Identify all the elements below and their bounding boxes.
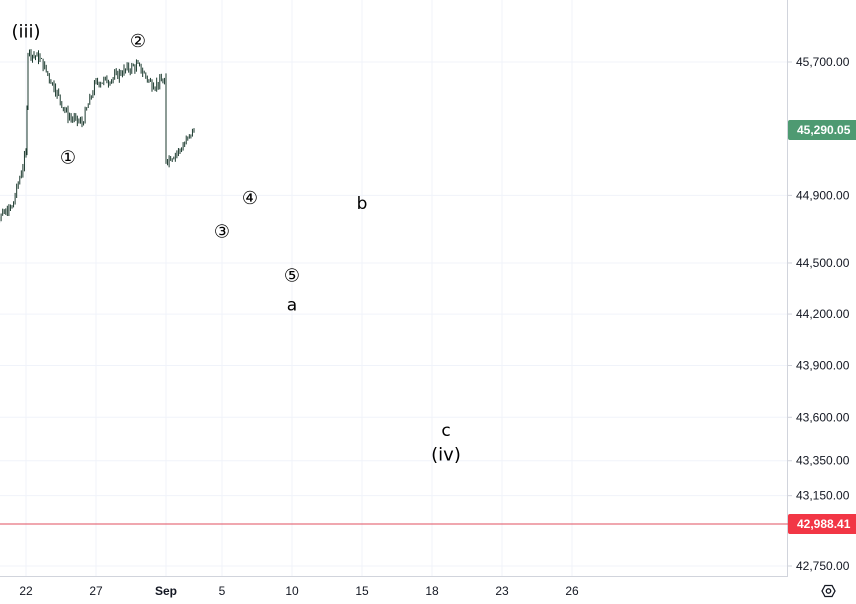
gear-icon-center (825, 588, 832, 594)
wave-label: c (441, 421, 450, 441)
price-candles (0, 49, 195, 223)
wave-label: b (357, 194, 368, 214)
wave-label: ① (60, 147, 76, 168)
time-tick-label: 23 (495, 584, 509, 598)
level-price-tag-bg (788, 513, 856, 534)
price-tick-label: 45,700.00 (796, 55, 850, 69)
price-tick-label: 43,150.00 (796, 489, 850, 503)
wave-annotations: (iii) ① ② ③④ ⑤ a b c (iv) (11, 21, 460, 465)
price-tick-label: 43,350.00 (796, 454, 850, 468)
price-tick-label: 44,500.00 (796, 256, 850, 270)
wave-label: ③ (214, 221, 230, 242)
wave-label: ⑤ (284, 266, 300, 287)
settings-button[interactable] (817, 580, 839, 602)
price-tick-label: 43,600.00 (796, 410, 850, 424)
price-tick-label: 44,900.00 (796, 188, 850, 202)
price-tick-label: 42,750.00 (796, 559, 850, 573)
time-tick-label: 15 (355, 584, 369, 598)
wave-label: (iv) (431, 445, 461, 466)
price-tags: 42,988.41 45,290.05 (788, 120, 856, 534)
wave-label: ④ (242, 188, 258, 209)
time-tick-label: 27 (89, 584, 103, 598)
wave-label: ② (130, 31, 146, 52)
price-tick-label: 43,900.00 (796, 359, 850, 373)
time-tick-label: 26 (565, 584, 579, 598)
wave-label: a (287, 296, 297, 316)
time-tick-label: 18 (425, 584, 439, 598)
gear-icon (821, 584, 836, 598)
time-tick-label: 22 (19, 584, 33, 598)
current-price-tag: 45,290.05 (797, 123, 851, 137)
price-tick-label: 44,200.00 (796, 307, 850, 321)
time-tick-label: 10 (285, 584, 299, 598)
level-price-tag: 42,988.41 (797, 517, 851, 531)
time-tick-label: Sep (155, 584, 177, 598)
current-price-tag-bg (788, 120, 856, 141)
time-tick-label: 5 (219, 584, 226, 598)
price-axis[interactable]: 42,750.00 43,150.00 43,350.00 43,600.00 43,9… (788, 55, 850, 573)
wave-label: (iii) (11, 21, 40, 42)
time-axis[interactable]: 22 27 Sep 5 10 15 18 23 26 (19, 584, 579, 598)
